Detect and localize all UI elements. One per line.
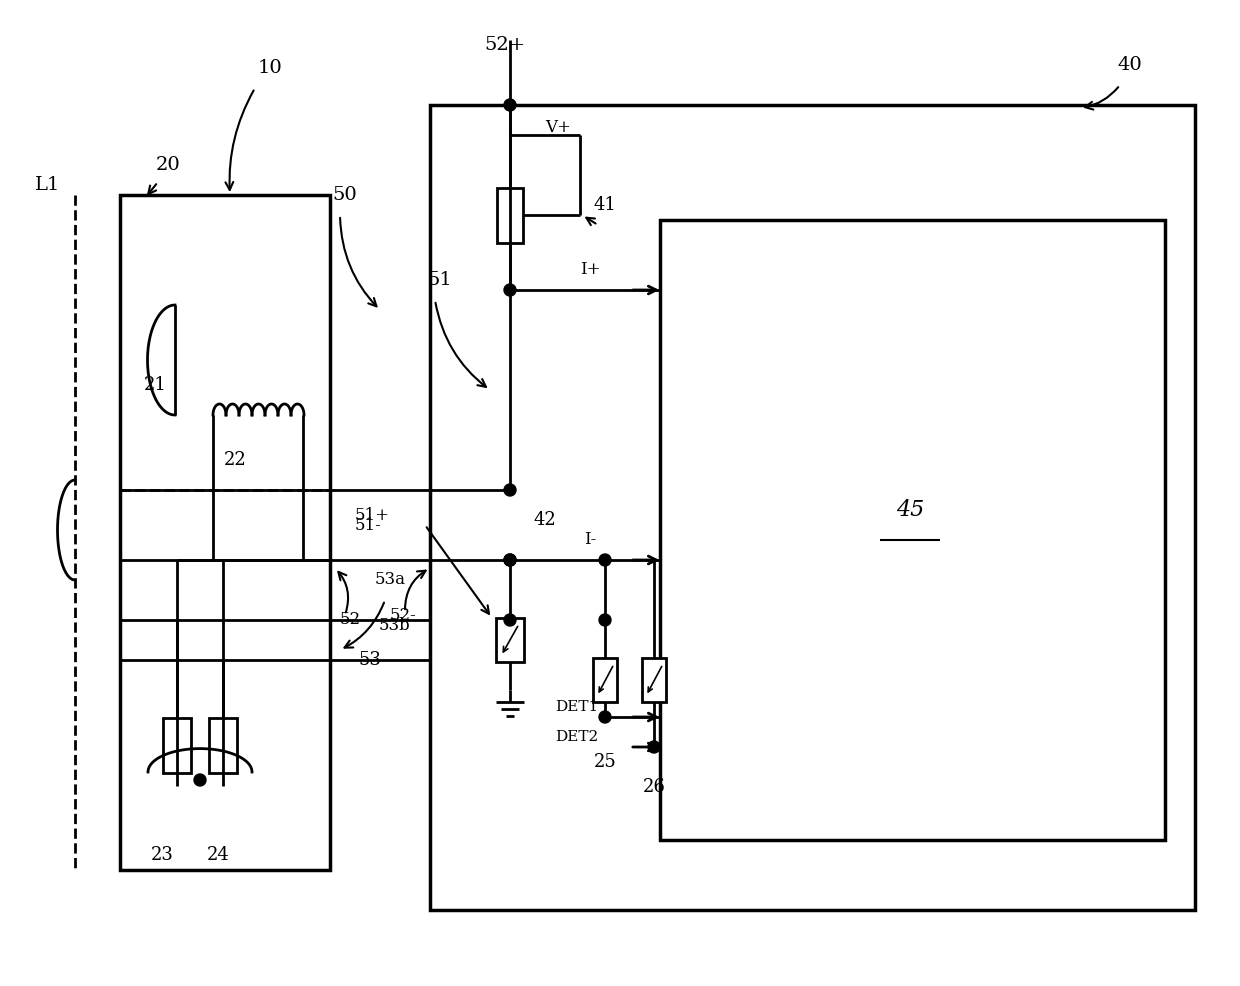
Circle shape: [503, 554, 516, 566]
Text: I+: I+: [580, 261, 600, 278]
Text: 51+: 51+: [355, 507, 391, 524]
Circle shape: [503, 484, 516, 496]
Text: 45: 45: [895, 499, 924, 521]
Text: 53b: 53b: [379, 616, 410, 633]
Bar: [660, 220, 1166, 840]
Circle shape: [649, 741, 660, 753]
Bar: [120, 195, 330, 870]
Text: 52-: 52-: [391, 606, 417, 623]
Text: 52+: 52+: [485, 36, 526, 54]
Text: 41: 41: [594, 196, 616, 214]
Bar: [642, 658, 666, 702]
Text: 51-: 51-: [355, 517, 382, 533]
Text: 53a: 53a: [374, 572, 405, 589]
Text: L1: L1: [35, 176, 61, 194]
Text: 21: 21: [144, 376, 166, 394]
Text: 20: 20: [156, 156, 180, 174]
Text: 25: 25: [594, 753, 616, 771]
Circle shape: [503, 554, 516, 566]
Text: DET2: DET2: [556, 730, 598, 744]
Circle shape: [599, 554, 611, 566]
Text: 50: 50: [332, 186, 357, 204]
Text: 51: 51: [428, 271, 453, 289]
Bar: [120, 195, 330, 490]
Text: 24: 24: [207, 846, 229, 864]
Text: I-: I-: [584, 531, 596, 548]
Text: 26: 26: [642, 778, 666, 796]
Text: 42: 42: [533, 511, 557, 529]
Circle shape: [193, 774, 206, 786]
Bar: [162, 718, 191, 773]
Bar: [210, 718, 237, 773]
Text: 40: 40: [1117, 56, 1142, 74]
Bar: [497, 188, 523, 243]
Circle shape: [503, 614, 516, 626]
Circle shape: [503, 284, 516, 296]
Circle shape: [503, 99, 516, 111]
Text: 52: 52: [340, 611, 361, 628]
Text: DET1: DET1: [556, 700, 598, 714]
Text: 53: 53: [358, 651, 382, 669]
Text: 22: 22: [223, 451, 247, 469]
Bar: [430, 105, 1195, 910]
Circle shape: [599, 614, 611, 626]
Text: 10: 10: [258, 59, 283, 77]
Bar: [593, 658, 618, 702]
Bar: [496, 618, 525, 662]
Circle shape: [599, 711, 611, 723]
Text: 23: 23: [150, 846, 174, 864]
Text: V+: V+: [546, 119, 570, 136]
